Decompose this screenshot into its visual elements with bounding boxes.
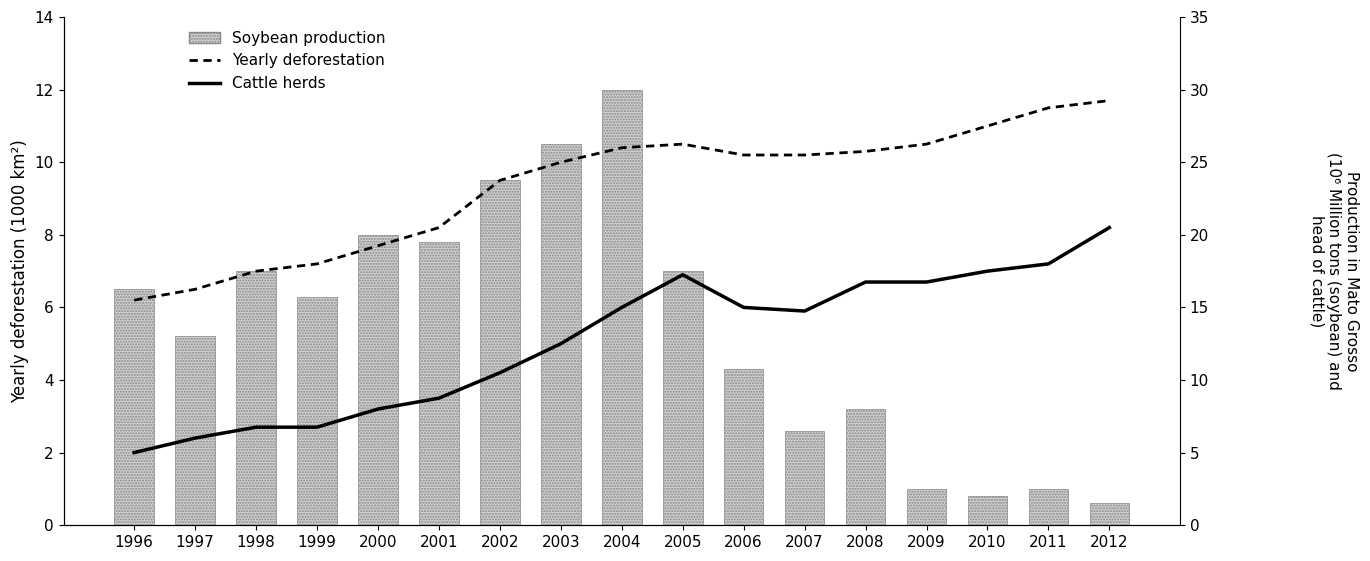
Bar xyxy=(907,489,947,525)
Bar xyxy=(845,409,885,525)
Bar xyxy=(479,181,519,525)
Bar xyxy=(967,496,1007,525)
Bar xyxy=(236,271,275,525)
Bar xyxy=(297,297,337,525)
Bar xyxy=(785,431,825,525)
Bar xyxy=(723,369,763,525)
Bar xyxy=(1029,489,1069,525)
Bar xyxy=(663,271,703,525)
Bar xyxy=(114,289,153,525)
Bar xyxy=(358,235,397,525)
Y-axis label: Yearly deforestation (1000 km²): Yearly deforestation (1000 km²) xyxy=(11,139,29,403)
Y-axis label: Production in Mato Grosso
(10⁶ Million tons (soybean) and
head of cattle): Production in Mato Grosso (10⁶ Million t… xyxy=(1310,152,1359,390)
Bar xyxy=(419,242,459,525)
Bar xyxy=(601,90,641,525)
Legend: Soybean production, Yearly deforestation, Cattle herds: Soybean production, Yearly deforestation… xyxy=(184,25,392,97)
Bar xyxy=(541,144,581,525)
Bar xyxy=(1089,503,1129,525)
Bar xyxy=(175,337,215,525)
